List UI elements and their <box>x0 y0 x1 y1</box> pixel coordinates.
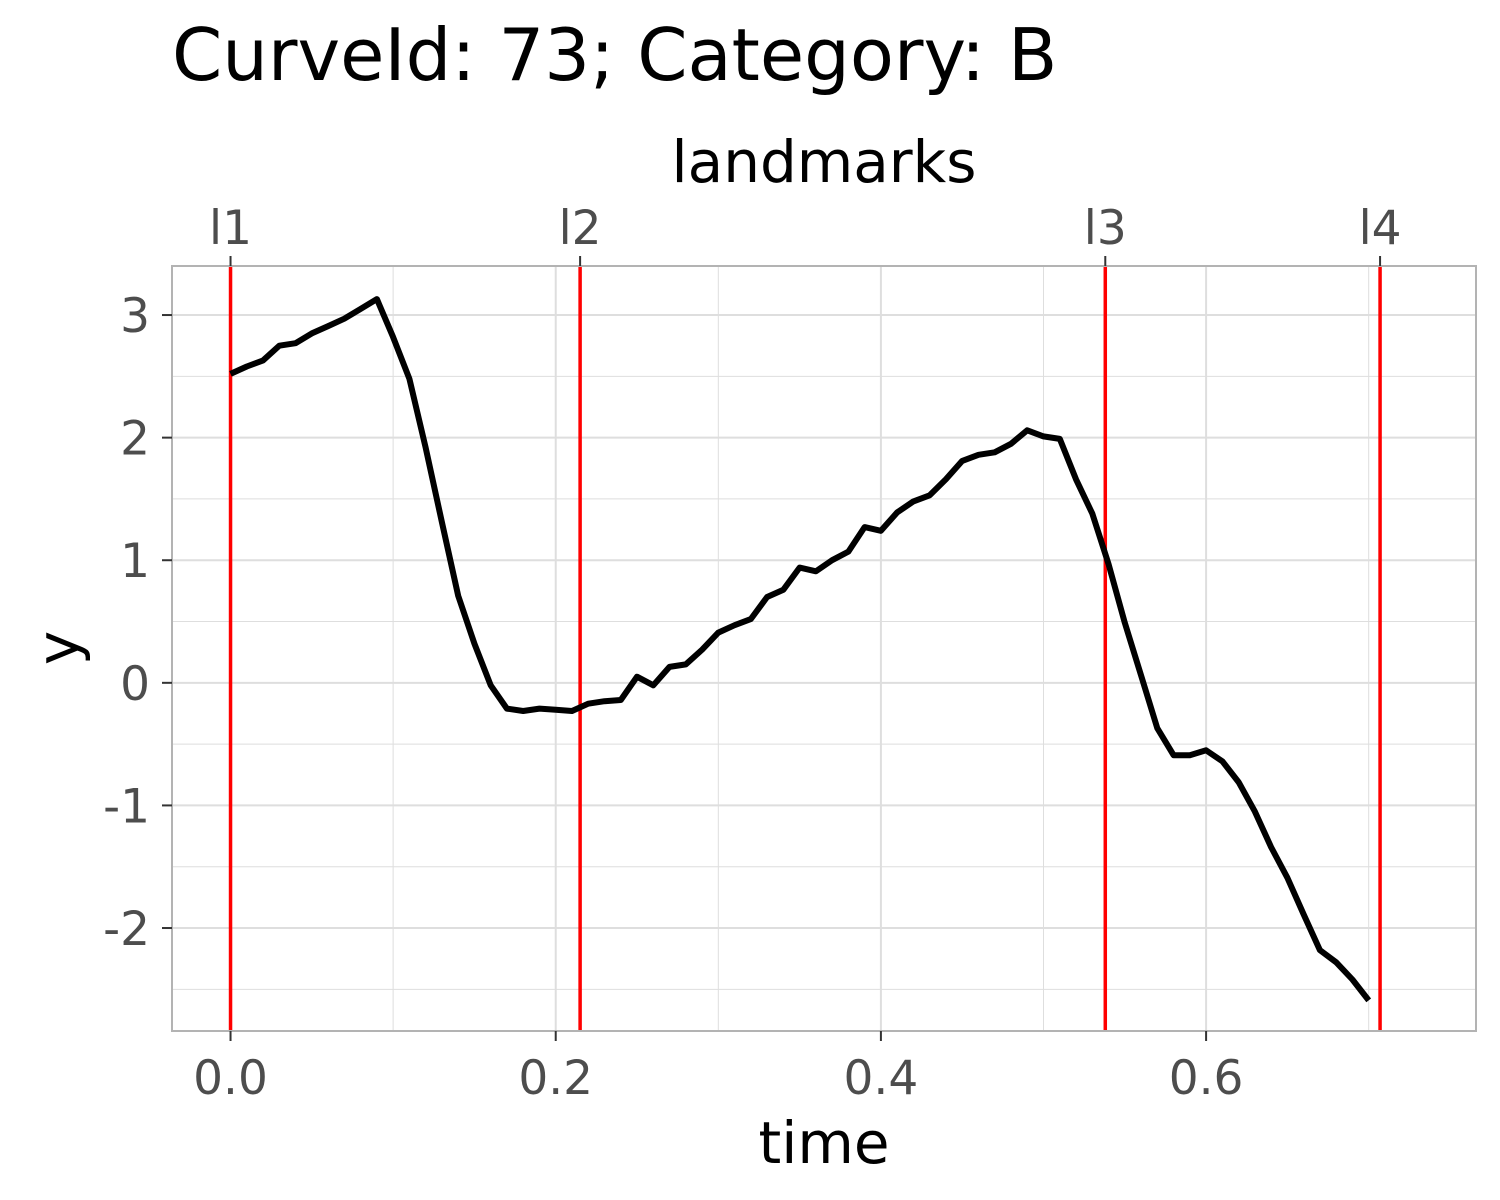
minor-gridlines <box>172 266 1476 1031</box>
major-gridlines <box>172 266 1476 1031</box>
x-axis-title: time <box>758 1109 889 1177</box>
landmark-lines <box>228 266 1382 1031</box>
y-tick-label: 3 <box>120 289 150 344</box>
panel-border <box>171 265 1477 1032</box>
y-axis-title: y <box>24 631 92 665</box>
chart-title: CurveId: 73; Category: B <box>172 13 1057 97</box>
top-tick-label: l3 <box>1084 201 1127 256</box>
x-tick-label: 0.4 <box>844 1051 919 1106</box>
x-tick-label: 0.2 <box>518 1051 593 1106</box>
top-axis-title: landmarks <box>672 128 977 196</box>
top-tick-label: l2 <box>559 201 602 256</box>
top-tick-label: l4 <box>1359 201 1402 256</box>
y-tick-label: 0 <box>120 657 150 712</box>
x-tick-label: 0.6 <box>1169 1051 1244 1106</box>
y-tick-label: -1 <box>103 779 150 834</box>
data-curve <box>229 296 1372 1003</box>
x-axis-ticks: 0.0 0.2 0.4 0.6 <box>193 1031 1243 1106</box>
y-axis-ticks: 3 2 1 0 -1 -2 <box>103 289 172 957</box>
y-tick-label: -2 <box>103 902 150 957</box>
top-axis-ticks: l1 l2 l3 l4 <box>209 201 1402 266</box>
y-tick-label: 1 <box>120 534 150 589</box>
y-tick-label: 2 <box>120 412 150 467</box>
top-tick-label: l1 <box>209 201 252 256</box>
x-tick-label: 0.0 <box>193 1051 268 1106</box>
